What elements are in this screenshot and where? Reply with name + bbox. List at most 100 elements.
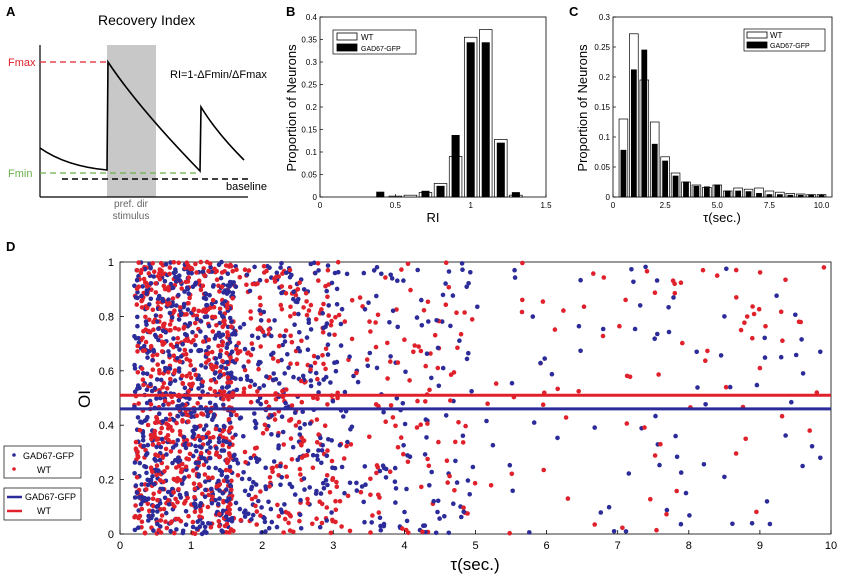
scatter-point-gad67 (136, 335, 141, 341)
scatter-point-wt (228, 355, 233, 360)
scatter-point-wt (183, 351, 189, 357)
scatter-point-gad67 (244, 374, 250, 379)
scatter-point-wt (133, 439, 139, 445)
scatter-point-wt (170, 399, 175, 405)
scatter-point-wt (208, 386, 213, 392)
scatter-point-gad67 (378, 527, 384, 533)
scatter-point-wt (182, 501, 187, 506)
scatter-point-gad67 (225, 341, 230, 347)
scatter-point-gad67 (171, 336, 176, 341)
scatter-point-gad67 (148, 296, 154, 302)
scatter-point-wt (281, 442, 287, 447)
scatter-point-wt (456, 420, 461, 425)
scatter-point-gad67 (673, 433, 678, 439)
scatter-point-gad67 (164, 510, 169, 516)
scatter-point-gad67 (446, 269, 452, 274)
scatter-point-wt (561, 308, 566, 313)
panel-c-bar-gad67-16 (787, 194, 794, 198)
scatter-point-gad67 (247, 288, 253, 294)
scatter-point-wt (167, 322, 173, 327)
scatter-point-wt (248, 309, 253, 314)
scatter-point-wt (463, 423, 468, 429)
scatter-point-wt (368, 476, 373, 482)
scatter-point-wt (260, 431, 266, 436)
scatter-point-gad67 (338, 343, 344, 348)
scatter-point-gad67 (196, 348, 202, 354)
scatter-point-gad67 (278, 482, 283, 488)
scatter-point-gad67 (440, 365, 446, 371)
scatter-point-gad67 (774, 293, 779, 299)
scatter-point-gad67 (235, 461, 241, 466)
scatter-point-gad67 (198, 329, 203, 334)
scatter-point-wt (194, 313, 200, 319)
scatter-point-wt (144, 305, 150, 311)
scatter-point-wt (249, 341, 255, 346)
scatter-point-wt (779, 413, 785, 419)
panel-d-y-tick-label: 0.8 (99, 311, 114, 323)
scatter-point-gad67 (337, 442, 343, 448)
scatter-point-wt (405, 261, 411, 267)
scatter-point-gad67 (139, 482, 144, 487)
scatter-point-gad67 (177, 347, 182, 352)
scatter-point-wt (783, 277, 788, 283)
scatter-point-gad67 (401, 443, 406, 448)
panel-c-bar-gad67-8 (703, 186, 710, 198)
scatter-point-wt (288, 314, 293, 319)
scatter-point-wt (335, 395, 340, 401)
scatter-point-gad67 (296, 311, 301, 317)
scatter-point-wt (171, 490, 176, 495)
scatter-point-wt (315, 396, 320, 402)
scatter-point-wt (152, 269, 157, 275)
scatter-point-gad67 (241, 510, 247, 515)
scatter-point-wt (306, 308, 312, 313)
scatter-point-wt (275, 359, 281, 364)
scatter-point-wt (179, 467, 184, 472)
panel-b-bar-gad67-8 (496, 142, 505, 198)
scatter-point-gad67 (149, 388, 155, 394)
scatter-point-gad67 (427, 483, 432, 488)
scatter-point-wt (250, 281, 256, 287)
scatter-point-wt (139, 267, 144, 273)
scatter-point-gad67 (395, 278, 400, 284)
scatter-point-wt (221, 396, 226, 402)
scatter-point-gad67 (273, 377, 279, 382)
scatter-point-gad67 (313, 370, 319, 376)
scatter-point-gad67 (176, 369, 182, 374)
scatter-point-wt (169, 519, 174, 524)
scatter-point-wt (202, 472, 208, 477)
scatter-point-gad67 (145, 442, 151, 448)
scatter-point-wt (185, 265, 191, 270)
scatter-point-wt (225, 380, 231, 385)
scatter-point-gad67 (253, 425, 258, 431)
scatter-point-wt (304, 299, 309, 304)
scatter-point-wt (333, 314, 338, 320)
scatter-point-gad67 (442, 514, 447, 519)
scatter-point-gad67 (302, 422, 308, 427)
scatter-point-wt (310, 521, 315, 527)
scatter-point-gad67 (279, 260, 284, 266)
scatter-point-wt (188, 383, 194, 388)
scatter-point-wt (166, 437, 171, 443)
scatter-point-gad67 (227, 496, 232, 502)
scatter-point-wt (224, 302, 230, 308)
panel-d-marker-legend-box (3, 445, 82, 479)
panel-b-y-tick-label: 0.35 (301, 36, 317, 45)
scatter-point-gad67 (132, 460, 138, 465)
scatter-point-gad67 (261, 309, 267, 315)
scatter-point-wt (705, 348, 710, 354)
scatter-point-gad67 (241, 470, 246, 475)
scatter-point-wt (258, 302, 263, 308)
scatter-point-wt (167, 412, 173, 417)
scatter-point-gad67 (279, 290, 284, 296)
panel-d-x-tick-label: 7 (615, 540, 621, 552)
panel-b-bar-wt-2 (403, 194, 418, 198)
scatter-point-wt (269, 466, 275, 471)
scatter-point-wt (191, 481, 197, 486)
panel-d-legend-wt-line-label: WT (37, 506, 51, 516)
scatter-point-gad67 (334, 302, 340, 307)
scatter-point-wt (314, 440, 320, 445)
scatter-point-wt (302, 453, 307, 459)
scatter-point-wt (416, 344, 422, 349)
scatter-point-wt (186, 419, 191, 424)
scatter-point-gad67 (800, 463, 805, 469)
